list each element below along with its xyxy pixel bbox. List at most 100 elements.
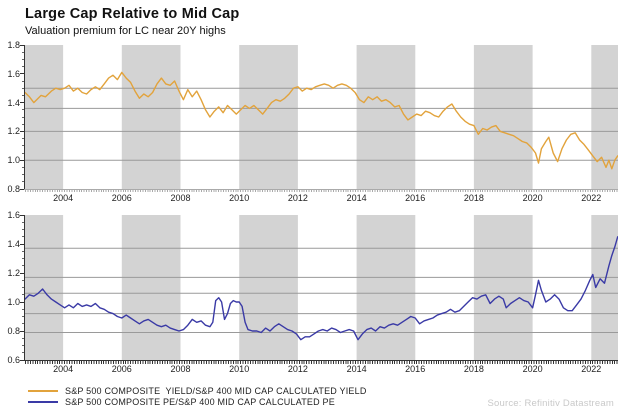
- recession-style-band: [473, 215, 533, 360]
- source-credit: Source: Refinitiv Datastream: [487, 398, 614, 409]
- x-axis-label: 2004: [53, 364, 74, 374]
- y-axis-label: 1.6: [7, 68, 20, 79]
- y-minor-tick: [22, 116, 24, 118]
- y-minor-tick: [22, 294, 24, 296]
- series-line: [25, 236, 618, 341]
- legend-line-swatch: [28, 400, 58, 403]
- x-axis-label: 2016: [405, 193, 426, 203]
- y-tick: [20, 243, 24, 245]
- x-axis-label: 2004: [53, 193, 74, 203]
- y-tick: [20, 272, 24, 274]
- x-axis-label: 2010: [229, 364, 250, 374]
- y-axis-line: [24, 45, 25, 189]
- y-minor-tick: [22, 250, 24, 252]
- x-axis-ticks: [25, 361, 618, 364]
- y-tick: [20, 44, 24, 46]
- y-minor-tick: [22, 109, 24, 111]
- y-minor-tick: [22, 51, 24, 53]
- y-minor-tick: [22, 58, 24, 60]
- y-axis-label: 1.6: [7, 210, 20, 220]
- y-axis-label: 1.0: [7, 297, 20, 307]
- y-axis-label: 0.8: [7, 184, 20, 194]
- y-minor-tick: [22, 94, 24, 96]
- y-minor-tick: [22, 337, 24, 339]
- y-minor-tick: [22, 166, 24, 168]
- y-minor-tick: [22, 308, 24, 310]
- x-axis-label: 2020: [522, 193, 543, 203]
- recession-style-band: [121, 45, 181, 189]
- y-tick: [20, 301, 24, 303]
- y-tick: [20, 359, 24, 361]
- x-axis-label: 2006: [111, 364, 132, 374]
- y-axis-label: 1.2: [7, 126, 20, 137]
- y-axis-label: 1.4: [7, 239, 20, 249]
- y-tick: [20, 330, 24, 332]
- x-axis-label: 2012: [287, 193, 308, 203]
- pe-ratio-panel-plot: [25, 215, 618, 360]
- y-minor-tick: [22, 316, 24, 317]
- x-axis-label: 2016: [405, 364, 426, 374]
- y-tick: [20, 188, 24, 190]
- x-axis-ticks: [25, 190, 618, 192]
- x-axis-label: 2014: [346, 193, 367, 203]
- y-axis-line: [24, 215, 25, 360]
- y-minor-tick: [22, 80, 24, 82]
- y-minor-tick: [22, 87, 24, 89]
- y-minor-tick: [22, 181, 24, 183]
- legend-item: S&P 500 COMPOSITE YIELD/S&P 400 MID CAP …: [28, 385, 367, 396]
- y-minor-tick: [22, 138, 24, 140]
- recession-style-band: [121, 215, 181, 360]
- chart-subtitle: Valuation premium for LC near 20Y highs: [25, 25, 226, 37]
- legend-label: S&P 500 COMPOSITE YIELD/S&P 400 MID CAP …: [65, 385, 367, 396]
- y-axis-label: 1.4: [7, 97, 20, 108]
- y-minor-tick: [22, 221, 24, 223]
- x-axis-label: 2018: [463, 364, 484, 374]
- y-minor-tick: [22, 352, 24, 354]
- recession-style-band: [591, 45, 618, 189]
- y-minor-tick: [22, 279, 24, 281]
- y-minor-tick: [22, 323, 24, 325]
- legend-label: S&P 500 COMPOSITE PE/S&P 400 MID CAP CAL…: [65, 396, 335, 407]
- legend-item: S&P 500 COMPOSITE PE/S&P 400 MID CAP CAL…: [28, 396, 335, 407]
- y-tick: [20, 102, 24, 104]
- recession-style-band: [25, 45, 64, 189]
- y-minor-tick: [22, 287, 24, 288]
- y-minor-tick: [22, 345, 24, 346]
- y-axis-label: 1.0: [7, 155, 20, 166]
- x-axis-label: 2012: [287, 364, 308, 374]
- recession-style-band: [473, 45, 533, 189]
- x-axis-label: 2006: [111, 193, 132, 203]
- x-axis-label: 2010: [229, 193, 250, 203]
- y-axis-label: 1.2: [7, 268, 20, 278]
- recession-style-band: [239, 215, 298, 360]
- recession-style-band: [356, 215, 416, 360]
- x-axis-label: 2022: [581, 193, 602, 203]
- y-minor-tick: [22, 145, 24, 147]
- y-tick: [20, 214, 24, 216]
- y-tick: [20, 159, 24, 161]
- y-minor-tick: [22, 236, 24, 238]
- x-axis-line: [24, 189, 618, 190]
- y-axis-label: 1.8: [7, 40, 20, 50]
- recession-style-band: [25, 215, 64, 360]
- y-minor-tick: [22, 229, 24, 230]
- y-tick: [20, 73, 24, 75]
- x-axis-label: 2018: [463, 193, 484, 203]
- yield-ratio-panel-plot: [25, 45, 618, 189]
- y-minor-tick: [22, 174, 24, 176]
- y-axis-label: 0.8: [7, 326, 20, 336]
- y-minor-tick: [22, 123, 24, 125]
- x-axis-label: 2022: [581, 364, 602, 374]
- x-axis-line: [24, 360, 618, 361]
- x-axis-label: 2008: [170, 193, 191, 203]
- recession-style-band: [239, 45, 298, 189]
- chart-title: Large Cap Relative to Mid Cap: [25, 6, 240, 22]
- y-minor-tick: [22, 265, 24, 267]
- legend-line-swatch: [28, 389, 58, 392]
- series-line: [25, 71, 618, 170]
- y-axis-label: 0.6: [7, 355, 20, 365]
- y-minor-tick: [22, 66, 24, 68]
- x-axis-label: 2014: [346, 364, 367, 374]
- x-axis-label: 2008: [170, 364, 191, 374]
